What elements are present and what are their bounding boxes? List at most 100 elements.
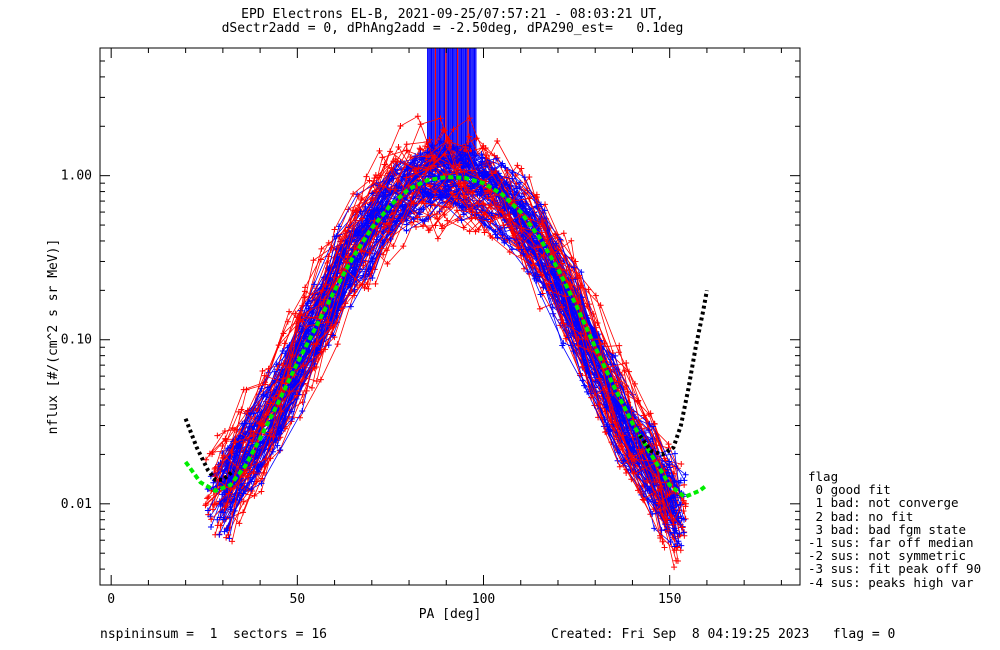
trace-point <box>363 173 370 180</box>
trace-point <box>444 217 451 224</box>
legend-heading: flag <box>808 469 839 484</box>
trace-point <box>569 275 576 282</box>
trace-point <box>585 346 592 353</box>
trace-point <box>540 234 547 241</box>
trace-point <box>337 238 344 245</box>
trace-point <box>466 143 473 150</box>
trace-point <box>229 538 236 545</box>
trace-line <box>216 163 675 525</box>
trace-point <box>371 175 378 182</box>
trace-point <box>484 187 491 194</box>
trace-point <box>429 171 436 178</box>
trace-point <box>670 521 677 528</box>
trace-point <box>250 468 257 475</box>
trace-point <box>450 126 457 133</box>
trace-point <box>299 407 306 414</box>
trace-point <box>380 183 387 190</box>
trace-point <box>434 235 441 242</box>
trace-point <box>286 308 293 315</box>
trace-point <box>343 259 350 266</box>
data-clip-group <box>183 48 709 571</box>
trace-point <box>616 342 623 349</box>
red-traces-top <box>202 113 689 554</box>
trace-point <box>491 214 498 221</box>
trace-point <box>500 222 507 229</box>
green-fit-curve <box>183 175 709 500</box>
trace-point <box>453 207 460 214</box>
legend-item-not-symmetric: -2 sus: not symmetric <box>808 548 967 564</box>
trace-point <box>296 312 303 319</box>
trace-point <box>475 169 482 176</box>
trace-point <box>442 171 449 178</box>
trace-point <box>403 141 410 148</box>
trace-point <box>460 211 467 218</box>
trace-point <box>478 150 485 157</box>
trace-point <box>607 366 614 373</box>
trace-point <box>203 501 210 508</box>
trace-point <box>354 282 361 288</box>
trace-point <box>459 149 466 156</box>
trace-point <box>209 451 216 458</box>
trace-point <box>311 281 318 288</box>
trace-point <box>452 200 459 207</box>
trace-point <box>481 222 488 229</box>
trace-point <box>570 264 577 271</box>
trace-point <box>300 362 307 369</box>
trace-point <box>650 423 657 430</box>
trace-point <box>623 359 630 366</box>
trace-point <box>653 442 660 449</box>
trace-point <box>609 390 616 397</box>
trace-point <box>299 375 306 382</box>
trace-point <box>411 166 418 173</box>
trace-line <box>224 165 682 528</box>
trace-point <box>437 138 444 145</box>
trace-point <box>585 286 592 293</box>
trace-point <box>475 200 482 207</box>
footer-sectors-info: nspininsum = 1 sectors = 16 <box>100 627 327 642</box>
trace-point <box>616 463 623 470</box>
trace-point <box>462 144 469 151</box>
trace-point <box>428 193 435 200</box>
trace-point <box>211 465 218 472</box>
trace-point <box>364 281 371 288</box>
trace-point <box>350 207 357 214</box>
trace-point <box>557 236 564 243</box>
trace-point <box>319 287 326 294</box>
trace-point <box>591 371 598 378</box>
trace-point <box>381 224 388 231</box>
trace-point <box>414 113 421 120</box>
trace-point <box>270 433 277 440</box>
trace-point <box>229 424 236 431</box>
data-layer <box>183 48 709 571</box>
chart-title-line-1: EPD Electrons EL-B, 2021-09-25/07:57:21 … <box>241 7 664 22</box>
trace-point <box>220 452 227 459</box>
trace-point <box>538 229 545 236</box>
trace-point <box>293 392 300 399</box>
trace-point <box>263 412 270 419</box>
trace-point <box>536 305 543 312</box>
trace-point <box>597 341 604 348</box>
trace-point <box>366 249 373 256</box>
trace-point <box>429 142 436 149</box>
trace-point <box>601 340 608 347</box>
trace-point <box>403 227 410 234</box>
trace-point <box>395 143 402 150</box>
trace-point <box>210 479 217 486</box>
trace-point <box>466 228 473 235</box>
trace-point <box>243 386 250 393</box>
trace-point <box>612 352 619 359</box>
trace-point <box>416 211 423 218</box>
trace-point <box>248 428 255 435</box>
trace-line <box>228 147 687 504</box>
trace-point <box>678 542 685 549</box>
trace-point <box>524 268 531 275</box>
trace-point <box>224 463 231 470</box>
trace-point <box>318 245 325 252</box>
trace-point <box>299 399 306 406</box>
trace-point <box>678 460 685 467</box>
trace-point <box>677 477 684 484</box>
trace-point <box>240 439 247 446</box>
trace-point <box>422 184 429 191</box>
trace-point <box>558 316 565 323</box>
trace-point <box>506 235 513 242</box>
